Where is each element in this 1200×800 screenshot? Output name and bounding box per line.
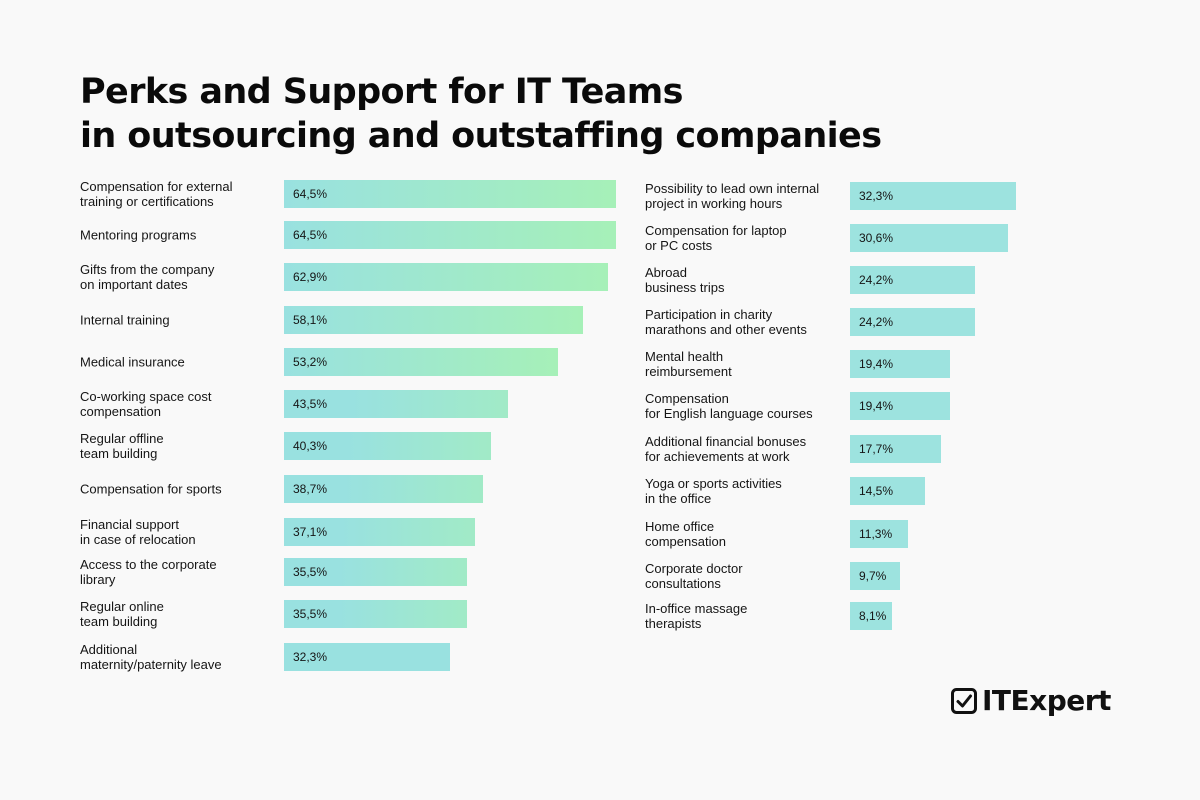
bar-label: Compensation for laptop or PC costs: [645, 223, 787, 253]
bar-value-label: 64,5%: [293, 228, 328, 242]
bar: 37,1%: [284, 518, 475, 546]
bar: 11,3%: [850, 520, 908, 548]
bar-value-label: 8,1%: [859, 609, 887, 623]
brand-name: ITExpert: [982, 684, 1111, 717]
bar-label: Internal training: [80, 312, 170, 328]
bar-label: Compensation for English language course…: [645, 391, 813, 421]
bar-value-label: 14,5%: [859, 484, 894, 498]
bar-row: Additional financial bonuses for achieve…: [0, 434, 1200, 464]
brand-logo: ITExpert: [950, 684, 1111, 717]
bar-label: Yoga or sports activities in the office: [645, 476, 782, 506]
bar-value-label: 32,3%: [293, 650, 328, 664]
bar-label: Abroad business trips: [645, 265, 725, 295]
bar: 19,4%: [850, 350, 950, 378]
bar-row: Access to the corporate library 35,5%: [0, 557, 1200, 587]
bar: 53,2%: [284, 348, 558, 376]
bar-label: Compensation for external training or ce…: [80, 179, 233, 209]
bar-value-label: 30,6%: [859, 231, 894, 245]
bar-row: Mentoring programs 64,5%: [0, 221, 1200, 249]
bar-label: Possibility to lead own internal project…: [645, 181, 820, 211]
bar-value-label: 19,4%: [859, 357, 894, 371]
bar: 35,5%: [284, 600, 467, 628]
bar: 30,6%: [850, 224, 1008, 252]
bar: 24,2%: [850, 266, 975, 294]
bar-value-label: 35,5%: [293, 565, 328, 579]
bar-row: Internal training 58,1%: [0, 306, 1200, 334]
bar-row: Home office compensation 11,3%: [0, 519, 1200, 549]
chart-title-line-1: Perks and Support for IT Teams: [80, 72, 683, 112]
bar: 64,5%: [284, 221, 616, 249]
bar-row: Compensation for sports 38,7%: [0, 475, 1200, 503]
bar: 62,9%: [284, 263, 608, 291]
bar-label: Mental health reimbursement: [645, 349, 732, 379]
bar-row: Regular online team building 35,5%: [0, 599, 1200, 629]
bar: 40,3%: [284, 432, 491, 460]
bar: 14,5%: [850, 477, 925, 505]
bar-row: Medical insurance 53,2%: [0, 348, 1200, 376]
bar-value-label: 35,5%: [293, 607, 328, 621]
bar-label: Medical insurance: [80, 354, 185, 370]
bar-label: Regular offline team building: [80, 431, 164, 461]
bar-label: Compensation for sports: [80, 481, 222, 497]
bar-label: Access to the corporate library: [80, 557, 217, 587]
checkbox-check-icon: [951, 687, 977, 714]
bar-value-label: 24,2%: [859, 315, 894, 329]
bar-label: Regular online team building: [80, 599, 164, 629]
bar: 19,4%: [850, 392, 950, 420]
bar-row: In-office massage therapists 8,1%: [0, 601, 1200, 631]
bar-row: Co-working space cost compensation 43,5%: [0, 389, 1200, 419]
bar-label: Participation in charity marathons and o…: [645, 307, 807, 337]
bar-value-label: 43,5%: [293, 397, 328, 411]
bar-value-label: 37,1%: [293, 525, 328, 539]
bar-value-label: 40,3%: [293, 439, 328, 453]
bar-value-label: 32,3%: [859, 189, 894, 203]
bar-label: Additional maternity/paternity leave: [80, 642, 222, 672]
bar: 64,5%: [284, 180, 616, 208]
bar-row: Corporate doctor consultations 9,7%: [0, 561, 1200, 591]
bar-row: Participation in charity marathons and o…: [0, 307, 1200, 337]
bar-row: Yoga or sports activities in the office 1…: [0, 476, 1200, 506]
bar-value-label: 53,2%: [293, 355, 328, 369]
bar-value-label: 9,7%: [859, 569, 887, 583]
bar: 38,7%: [284, 475, 483, 503]
bar-row: Additional maternity/paternity leave 32,3…: [0, 642, 1200, 672]
bar: 24,2%: [850, 308, 975, 336]
bar-row: Compensation for external training or ce…: [0, 179, 1200, 209]
bar-value-label: 17,7%: [859, 442, 894, 456]
bar-row: Compensation for laptop or PC costs 30,6%: [0, 223, 1200, 253]
bar-value-label: 58,1%: [293, 313, 328, 327]
bar-value-label: 38,7%: [293, 482, 328, 496]
bar-row: Compensation for English language course…: [0, 391, 1200, 421]
bar-row: Mental health reimbursement 19,4%: [0, 349, 1200, 379]
bar-value-label: 24,2%: [859, 273, 894, 287]
bar-value-label: 62,9%: [293, 270, 328, 284]
bar-label: Co-working space cost compensation: [80, 389, 212, 419]
bar-label: In-office massage therapists: [645, 601, 748, 631]
bar: 35,5%: [284, 558, 467, 586]
bar-label: Gifts from the company on important date…: [80, 262, 215, 292]
bar-label: Mentoring programs: [80, 227, 197, 243]
bar-label: Financial support in case of relocation: [80, 517, 196, 547]
chart-title: Perks and Support for IT Teams in outsou…: [80, 70, 882, 158]
bar-value-label: 64,5%: [293, 187, 328, 201]
bar: 58,1%: [284, 306, 583, 334]
bar-value-label: 11,3%: [859, 527, 893, 541]
bar-value-label: 19,4%: [859, 399, 894, 413]
bar-row: Gifts from the company on important date…: [0, 262, 1200, 292]
bar-row: Possibility to lead own internal project…: [0, 181, 1200, 211]
bar-label: Corporate doctor consultations: [645, 561, 743, 591]
bar: 32,3%: [284, 643, 450, 671]
bar: 8,1%: [850, 602, 892, 630]
bar: 43,5%: [284, 390, 508, 418]
bar: 17,7%: [850, 435, 941, 463]
bar-label: Additional financial bonuses for achieve…: [645, 434, 807, 464]
bar-row: Financial support in case of relocation 3…: [0, 517, 1200, 547]
bar-row: Abroad business trips 24,2%: [0, 265, 1200, 295]
chart-title-line-2: in outsourcing and outstaffing companies: [80, 116, 882, 156]
bar: 32,3%: [850, 182, 1016, 210]
bar-row: Regular offline team building 40,3%: [0, 431, 1200, 461]
bar-label: Home office compensation: [645, 519, 726, 549]
bar: 9,7%: [850, 562, 900, 590]
